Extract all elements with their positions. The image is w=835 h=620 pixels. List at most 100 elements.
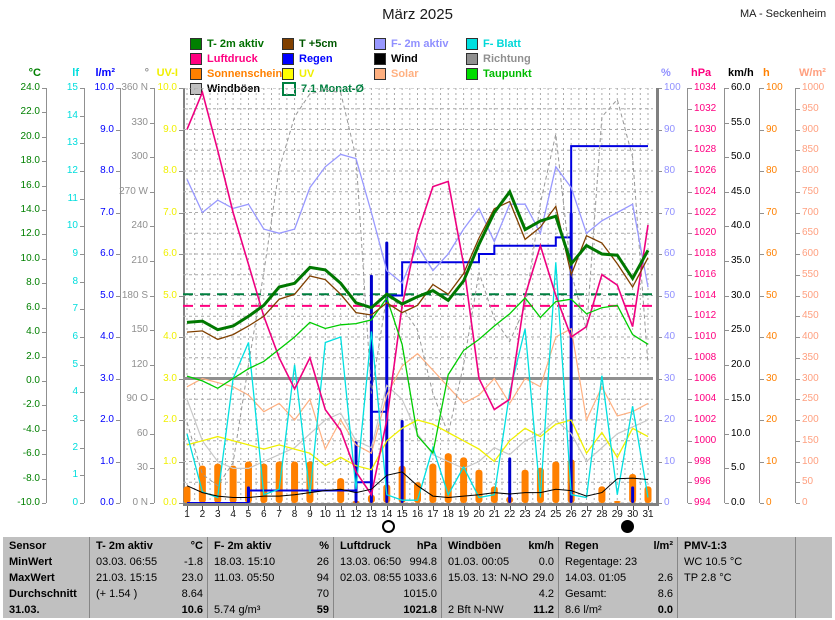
axis-tick (725, 503, 729, 504)
legend-item-2: T +5cm (282, 36, 374, 51)
table-cell-row: 1015.0 (340, 586, 437, 602)
x-tick (217, 506, 219, 510)
axis-tick (688, 108, 692, 110)
axis-tick (688, 503, 692, 504)
axis-tick (796, 108, 800, 110)
legend-item-6: Regen (282, 51, 374, 66)
x-label-day-30: 30 (627, 509, 639, 520)
cell-value: 4.2 (538, 588, 554, 600)
axis-unit-h: h (763, 67, 770, 79)
tick-label-l/m²: 7.0 (100, 206, 114, 218)
tick-label-°C: 8.0 (26, 277, 40, 289)
axis-tick (725, 399, 729, 401)
axis-tick (42, 258, 46, 260)
x-tick (202, 506, 204, 510)
tick-label-°C: -2.0 (22, 399, 40, 411)
table-cell-row (684, 602, 791, 618)
tick-label-l/m²: 8.0 (100, 165, 114, 176)
x-label-day-4: 4 (230, 509, 236, 520)
axis-tick (116, 254, 120, 255)
axis-tick (796, 191, 800, 193)
axis-tick (688, 150, 692, 152)
tick-label-h: 20 (766, 414, 778, 425)
tick-label-W/m²: 400 (802, 331, 819, 342)
tick-label-lf: 1 (72, 469, 78, 481)
axis-tick (80, 143, 84, 145)
tick-label-W/m²: 850 (802, 144, 819, 156)
tick-label-°C: 0.0 (26, 374, 40, 386)
station-label: MA - Seckenheim (740, 8, 827, 20)
table-column-header: PMV-1:3 (684, 538, 791, 554)
axis-tick (80, 337, 84, 338)
tick-label-°C: -4.0 (22, 423, 40, 435)
tick-label-W/m²: 700 (802, 206, 819, 218)
table-cell-row: 21.03. 15:15 23.0 (96, 570, 203, 586)
tick-label-h: 70 (766, 206, 778, 218)
axis-tick (179, 171, 183, 172)
x-label-day-31: 31 (642, 509, 654, 520)
table-column-PMV-1:3: PMV-1:3 WC 10.5 °C TP 2.8 °C (677, 537, 795, 618)
axis-tick (688, 440, 692, 442)
cell-desc: WC 10.5 °C (684, 556, 743, 568)
x-tick (648, 506, 649, 510)
axis-tick (796, 482, 800, 484)
axis-tick (796, 295, 800, 297)
tick-label-hPa: 996 (694, 476, 711, 488)
cell-desc: 2 Bft N-NW (448, 604, 504, 616)
x-tick (309, 506, 311, 510)
x-label-day-15: 15 (396, 509, 408, 520)
x-tick (448, 506, 450, 510)
tick-label-°C: 20.0 (20, 130, 40, 142)
tick-label-hPa: 1022 (694, 206, 717, 218)
cell-value: 0.0 (657, 604, 673, 616)
legend-label: Wind (391, 52, 418, 65)
axis-tick (150, 191, 154, 193)
axis-tick (796, 503, 800, 504)
x-label-day-26: 26 (565, 509, 577, 520)
x-tick (263, 506, 265, 510)
tick-label-%: 90 (664, 123, 676, 135)
tick-label-hPa: 1016 (694, 268, 717, 280)
x-tick (571, 506, 573, 510)
tick-label-hPa: 998 (694, 455, 711, 467)
x-tick (279, 506, 281, 510)
table-row-label: 31.03. (9, 604, 40, 616)
axis-tick (116, 171, 120, 172)
tick-label-lf: 15 (66, 82, 78, 93)
axis-tick (760, 129, 764, 131)
tick-label-lf: 4 (72, 386, 78, 398)
tick-label-UV-I: 2.0 (163, 414, 177, 425)
axis-line-hPa (687, 88, 688, 503)
axis-tick (796, 171, 800, 172)
tick-label-W/m²: 750 (802, 185, 819, 197)
tick-label-°: 210 (131, 254, 148, 266)
axis-tick (42, 405, 46, 407)
tick-label-W/m²: 900 (802, 123, 819, 135)
x-label-day-10: 10 (319, 509, 331, 520)
table-column-Regen: Regen l/m² Regentage: 23 14.03. 01:05 2.6 Ges… (558, 537, 677, 618)
sensor-unit: % (319, 540, 329, 552)
axis-tick (760, 420, 764, 421)
tick-label-°C: 14.0 (20, 204, 40, 216)
axis-tick (150, 295, 154, 297)
tick-label-km/h: 25.0 (731, 324, 751, 336)
x-tick (509, 506, 511, 510)
tick-label-h: 60 (766, 248, 778, 259)
sensor-name: T- 2m aktiv (96, 540, 153, 552)
tick-label-°: 120 (131, 358, 148, 370)
legend-item-5: Luftdruck (190, 51, 282, 66)
axis-tick (658, 88, 662, 89)
x-label-day-28: 28 (596, 509, 608, 520)
axis-tick (42, 478, 46, 480)
tick-label-km/h: 20.0 (731, 358, 751, 370)
axis-tick (80, 503, 84, 504)
table-cell-row: 2 Bft N-NW 11.2 (448, 602, 554, 618)
table-column-Windböen: Windböen km/h 01.03. 00:05 0.0 15.03. 13: N-… (441, 537, 558, 618)
tick-label-km/h: 10.0 (731, 427, 751, 439)
axis-tick (179, 88, 183, 89)
table-column-header: T- 2m aktiv °C (96, 538, 203, 554)
x-label-day-17: 17 (427, 509, 439, 520)
tick-label-km/h: 30.0 (731, 289, 751, 301)
tick-label-°: 300 (131, 151, 148, 163)
tick-label-°C: -8.0 (22, 472, 40, 484)
